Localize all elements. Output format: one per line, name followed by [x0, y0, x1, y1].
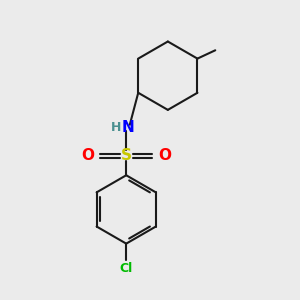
Text: O: O [82, 148, 95, 164]
Text: N: N [121, 120, 134, 135]
Text: Cl: Cl [120, 262, 133, 275]
Text: O: O [158, 148, 171, 164]
Text: H: H [111, 121, 121, 134]
Text: S: S [121, 148, 132, 164]
